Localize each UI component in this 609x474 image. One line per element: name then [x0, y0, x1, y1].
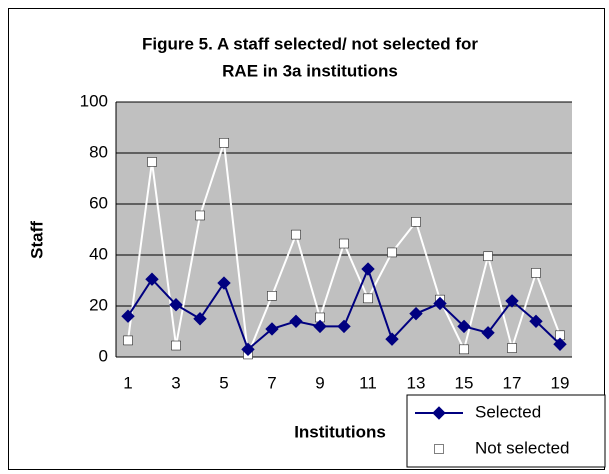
point — [531, 268, 541, 278]
x-tick-label: 1 — [123, 373, 132, 392]
point — [171, 340, 181, 351]
point — [481, 326, 495, 340]
y-axis-label: Staff — [27, 221, 46, 259]
point — [241, 342, 255, 357]
y-tick-label: 0 — [99, 346, 108, 365]
point — [387, 247, 397, 258]
point — [145, 272, 159, 286]
point — [121, 309, 135, 323]
legend-label: Not selected — [475, 438, 570, 457]
point — [147, 157, 157, 167]
point — [313, 319, 327, 334]
point — [267, 291, 277, 301]
legend-label: Selected — [475, 402, 541, 421]
x-tick-label: 3 — [171, 373, 180, 392]
point — [363, 293, 373, 304]
point — [291, 229, 301, 240]
point — [553, 337, 567, 351]
x-tick-label: 11 — [359, 373, 377, 392]
point — [361, 262, 375, 276]
point — [339, 238, 349, 249]
y-tick-label: 20 — [89, 295, 108, 314]
point — [459, 344, 469, 355]
point — [433, 296, 447, 311]
x-tick-label: 9 — [315, 373, 324, 392]
legend-box — [406, 394, 606, 468]
point — [385, 332, 399, 346]
point — [507, 343, 517, 353]
point — [409, 306, 423, 321]
point — [265, 322, 279, 336]
point — [219, 138, 229, 148]
legend-marker — [434, 444, 444, 454]
point — [169, 298, 183, 312]
x-tick-label: 17 — [503, 373, 522, 392]
point — [123, 335, 133, 346]
x-tick-label: 5 — [219, 373, 228, 392]
y-tick-label: 100 — [80, 91, 108, 110]
x-tick-label: 19 — [551, 373, 570, 392]
legend-marker — [432, 406, 446, 420]
y-tick-label: 60 — [89, 193, 108, 212]
point — [529, 314, 543, 329]
point — [411, 217, 421, 227]
x-tick-label: 15 — [455, 373, 474, 392]
point — [193, 312, 207, 326]
point — [337, 319, 351, 334]
point — [217, 276, 231, 290]
point — [483, 251, 493, 262]
point — [505, 294, 519, 308]
point — [289, 314, 303, 329]
x-axis-label: Institutions — [294, 422, 386, 441]
x-tick-label: 7 — [267, 373, 276, 392]
chart-title: RAE in 3a institutions — [222, 61, 398, 80]
y-tick-label: 80 — [89, 142, 108, 161]
point — [457, 319, 471, 334]
chart-title: Figure 5. A staff selected/ not selected… — [142, 34, 478, 53]
point — [195, 210, 205, 221]
y-tick-label: 40 — [89, 244, 108, 263]
x-tick-label: 13 — [407, 373, 426, 392]
